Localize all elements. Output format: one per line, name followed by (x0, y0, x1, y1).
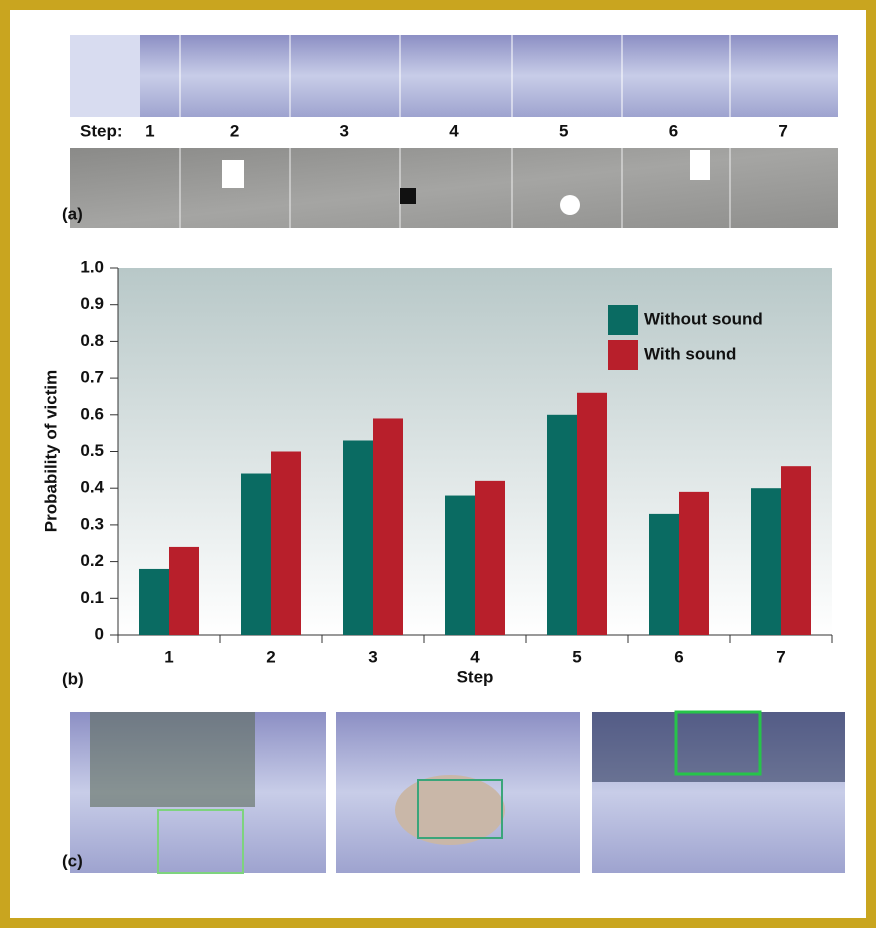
x-tick-label: 1 (164, 647, 173, 666)
x-tick-label: 3 (368, 647, 377, 666)
panel-label: (b) (62, 669, 84, 688)
legend-swatch (608, 340, 638, 370)
step-number: 2 (230, 121, 239, 140)
bar (445, 496, 475, 635)
step-number: 1 (145, 121, 154, 140)
y-tick-label: 0.2 (80, 551, 104, 570)
bar (373, 418, 403, 635)
y-tick-label: 0.5 (80, 441, 104, 460)
y-tick-label: 0.6 (80, 404, 104, 423)
bar (241, 474, 271, 635)
bar (343, 440, 373, 635)
x-tick-label: 5 (572, 647, 581, 666)
step-number: 4 (449, 121, 459, 140)
legend-label: Without sound (644, 309, 763, 328)
legend-swatch (608, 305, 638, 335)
step-label: Step: (80, 121, 123, 140)
y-axis-title: Probability of victim (41, 370, 60, 532)
step-number: 7 (778, 121, 787, 140)
step-number: 5 (559, 121, 568, 140)
bar (577, 393, 607, 635)
y-tick-label: 0.4 (80, 478, 104, 497)
x-tick-label: 7 (776, 647, 785, 666)
gray-strip (70, 148, 838, 228)
bar (547, 415, 577, 635)
bar (679, 492, 709, 635)
bar (475, 481, 505, 635)
photo-row (70, 712, 845, 873)
panel-label: (a) (62, 204, 83, 223)
page: {"panel_a": {"label": "(a)", "step_label… (0, 0, 876, 928)
legend-label: With sound (644, 344, 736, 363)
x-axis-title: Step (457, 667, 494, 686)
y-tick-label: 0.7 (80, 368, 104, 387)
y-tick-label: 0.1 (80, 588, 104, 607)
y-tick-label: 0.9 (80, 294, 104, 313)
y-tick-label: 0.3 (80, 514, 104, 533)
y-tick-label: 1.0 (80, 257, 104, 276)
figure: Step: (a) (c) (b) Step Probability of vi… (0, 0, 876, 928)
bar (781, 466, 811, 635)
y-tick-label: 0.8 (80, 331, 104, 350)
x-tick-label: 2 (266, 647, 275, 666)
bar (139, 569, 169, 635)
x-tick-label: 6 (674, 647, 683, 666)
y-tick-label: 0 (95, 624, 104, 643)
bar (169, 547, 199, 635)
bar (271, 452, 301, 636)
x-tick-label: 4 (470, 647, 480, 666)
panel-label: (c) (62, 851, 83, 870)
bar (649, 514, 679, 635)
step-number: 3 (340, 121, 349, 140)
photo-strip (70, 35, 838, 117)
bar (751, 488, 781, 635)
step-number: 6 (669, 121, 678, 140)
